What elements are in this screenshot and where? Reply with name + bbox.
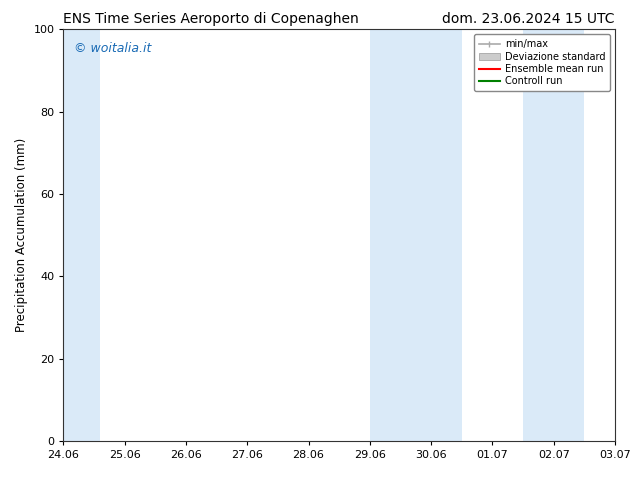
Text: dom. 23.06.2024 15 UTC: dom. 23.06.2024 15 UTC <box>443 12 615 26</box>
Legend: min/max, Deviazione standard, Ensemble mean run, Controll run: min/max, Deviazione standard, Ensemble m… <box>474 34 610 91</box>
Bar <box>523 29 585 441</box>
Bar <box>370 29 462 441</box>
Y-axis label: Precipitation Accumulation (mm): Precipitation Accumulation (mm) <box>15 138 28 332</box>
Bar <box>63 29 100 441</box>
Text: ENS Time Series Aeroporto di Copenaghen: ENS Time Series Aeroporto di Copenaghen <box>63 12 359 26</box>
Text: © woitalia.it: © woitalia.it <box>74 42 152 55</box>
